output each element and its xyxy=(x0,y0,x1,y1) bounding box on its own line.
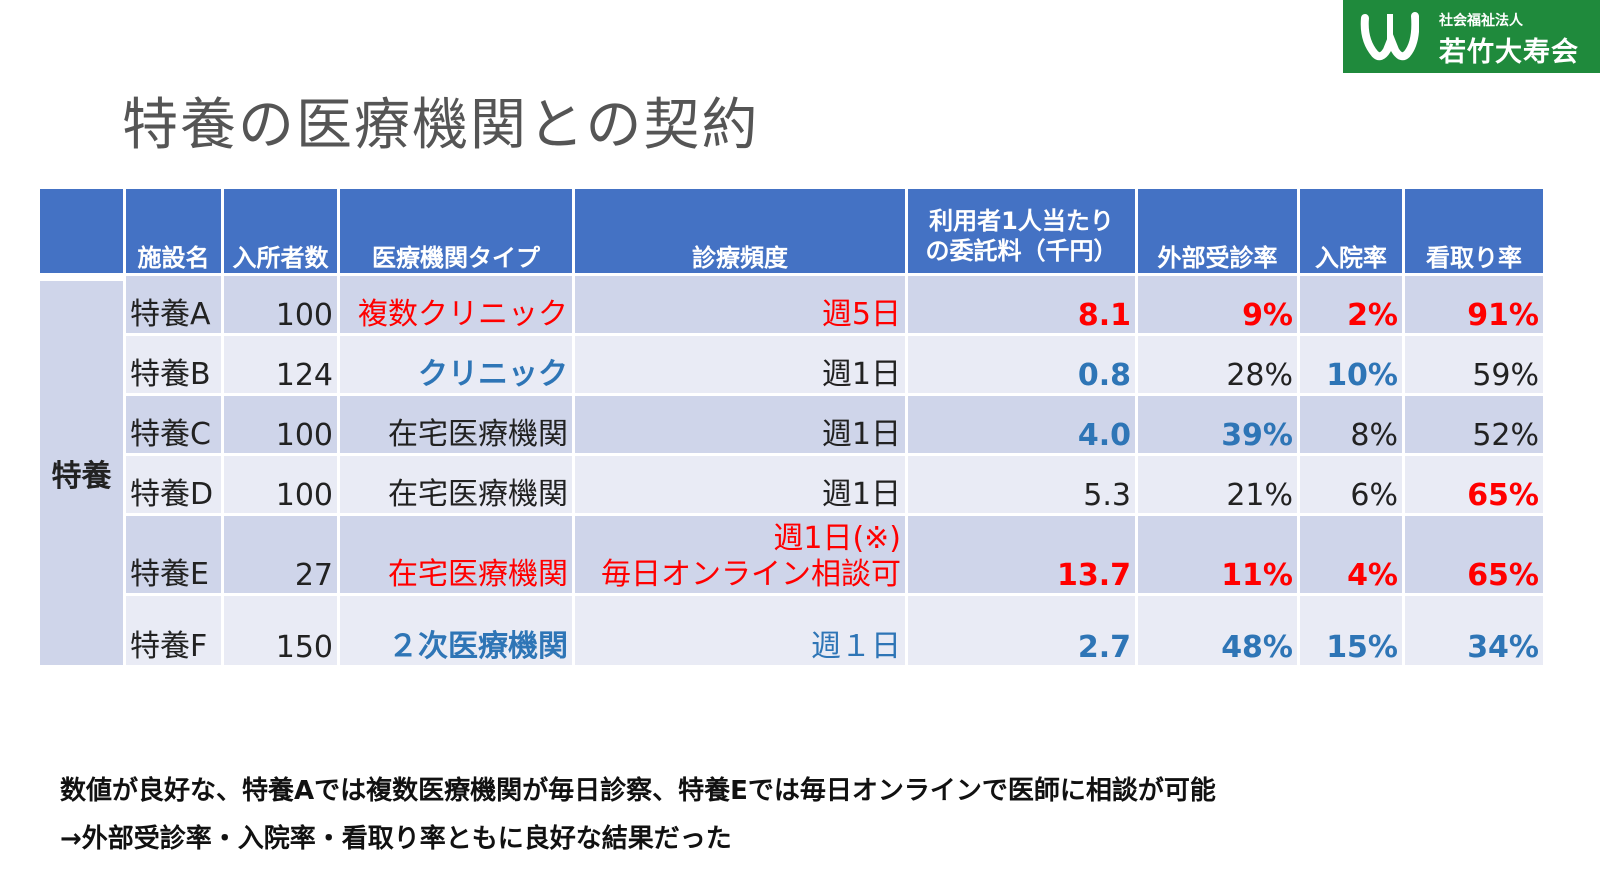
table-row: 特養E 27 在宅医療機関 週1日(※) 毎日オンライン相談可 13.7 11%… xyxy=(40,513,1546,593)
visit-frequency: 週5日 xyxy=(575,273,908,333)
end-of-life-rate: 34% xyxy=(1405,593,1546,665)
visit-frequency-line1: 週1日(※) xyxy=(773,521,901,556)
header-residents: 入所者数 xyxy=(224,189,340,273)
header-hospitalization: 入院率 xyxy=(1300,189,1405,273)
table-row: 特養 特養A 100 複数クリニック 週5日 8.1 9% 2% 91% xyxy=(40,273,1546,665)
facility-name: 特養D xyxy=(126,453,224,513)
hospitalization-rate: 15% xyxy=(1300,593,1405,665)
table-row: 特養C 100 在宅医療機関 週1日 4.0 39% 8% 52% xyxy=(40,393,1546,453)
institution-type: 在宅医療機関 xyxy=(340,453,575,513)
header-fee: 利用者1人当たり の委託料（千円） xyxy=(908,189,1138,273)
residents-count: 27 xyxy=(224,513,340,593)
outpatient-rate: 28% xyxy=(1138,333,1300,393)
outpatient-rate: 39% xyxy=(1138,393,1300,453)
header-outpatient: 外部受診率 xyxy=(1138,189,1300,273)
group-label: 特養 xyxy=(40,273,126,665)
end-of-life-rate: 91% xyxy=(1405,273,1546,333)
hospitalization-rate: 10% xyxy=(1300,333,1405,393)
header-group xyxy=(40,189,126,273)
hospitalization-rate: 8% xyxy=(1300,393,1405,453)
header-fee-line1: 利用者1人当たり xyxy=(929,207,1114,235)
header-facility: 施設名 xyxy=(126,189,224,273)
table-row: 特養F 150 ２次医療機関 週１日 2.7 48% 15% 34% xyxy=(40,593,1546,665)
header-fee-line2: の委託料（千円） xyxy=(925,237,1118,265)
fee-value: 13.7 xyxy=(908,513,1138,593)
end-of-life-rate: 52% xyxy=(1405,393,1546,453)
table-row: 特養D 100 在宅医療機関 週1日 5.3 21% 6% 65% xyxy=(40,453,1546,513)
residents-count: 150 xyxy=(224,593,340,665)
residents-count: 100 xyxy=(224,273,340,333)
header-end-of-life: 看取り率 xyxy=(1405,189,1546,273)
fee-value: 8.1 xyxy=(908,273,1138,333)
visit-frequency: 週1日 xyxy=(575,393,908,453)
institution-type: 在宅医療機関 xyxy=(340,513,575,593)
fee-value: 4.0 xyxy=(908,393,1138,453)
end-of-life-rate: 65% xyxy=(1405,513,1546,593)
header-type: 医療機関タイプ xyxy=(340,189,575,273)
facility-name: 特養F xyxy=(126,593,224,665)
visit-frequency-line2: 毎日オンライン相談可 xyxy=(601,557,901,592)
end-of-life-rate: 65% xyxy=(1405,453,1546,513)
hospitalization-rate: 6% xyxy=(1300,453,1405,513)
header-row: 施設名 入所者数 医療機関タイプ 診療頻度 利用者1人当たり の委託料（千円） … xyxy=(40,189,1546,273)
residents-count: 124 xyxy=(224,333,340,393)
outpatient-rate: 9% xyxy=(1138,273,1300,333)
outpatient-rate: 48% xyxy=(1138,593,1300,665)
contract-table: 施設名 入所者数 医療機関タイプ 診療頻度 利用者1人当たり の委託料（千円） … xyxy=(40,189,1546,665)
visit-frequency: 週1日 xyxy=(575,333,908,393)
logo-org-name: 若竹大寿会 xyxy=(1439,37,1579,68)
facility-name: 特養A xyxy=(126,273,224,333)
visit-frequency: 週1日(※) 毎日オンライン相談可 xyxy=(575,513,908,593)
fee-value: 5.3 xyxy=(908,453,1138,513)
header-frequency: 診療頻度 xyxy=(575,189,908,273)
hospitalization-rate: 2% xyxy=(1300,273,1405,333)
outpatient-rate: 21% xyxy=(1138,453,1300,513)
institution-type: クリニック xyxy=(340,333,575,393)
facility-name: 特養C xyxy=(126,393,224,453)
table-row: 特養B 124 クリニック 週1日 0.8 28% 10% 59% xyxy=(40,333,1546,393)
conclusion-note: →外部受診率・入院率・看取り率ともに良好な結果だった xyxy=(60,824,732,854)
outpatient-rate: 11% xyxy=(1138,513,1300,593)
facility-name: 特養E xyxy=(126,513,224,593)
organization-logo: 社会福祉法人 若竹大寿会 xyxy=(1343,0,1600,73)
institution-type: 在宅医療機関 xyxy=(340,393,575,453)
w-logo-icon xyxy=(1360,12,1419,61)
hospitalization-rate: 4% xyxy=(1300,513,1405,593)
residents-count: 100 xyxy=(224,453,340,513)
facility-name: 特養B xyxy=(126,333,224,393)
fee-value: 0.8 xyxy=(908,333,1138,393)
visit-frequency: 週1日 xyxy=(575,453,908,513)
institution-type: ２次医療機関 xyxy=(340,593,575,665)
logo-org-type: 社会福祉法人 xyxy=(1439,13,1523,29)
page-title: 特養の医療機関との契約 xyxy=(122,93,760,158)
residents-count: 100 xyxy=(224,393,340,453)
end-of-life-rate: 59% xyxy=(1405,333,1546,393)
institution-type: 複数クリニック xyxy=(340,273,575,333)
visit-frequency: 週１日 xyxy=(575,593,908,665)
summary-note: 数値が良好な、特養Aでは複数医療機関が毎日診察、特養Eでは毎日オンラインで医師に… xyxy=(60,776,1216,806)
fee-value: 2.7 xyxy=(908,593,1138,665)
